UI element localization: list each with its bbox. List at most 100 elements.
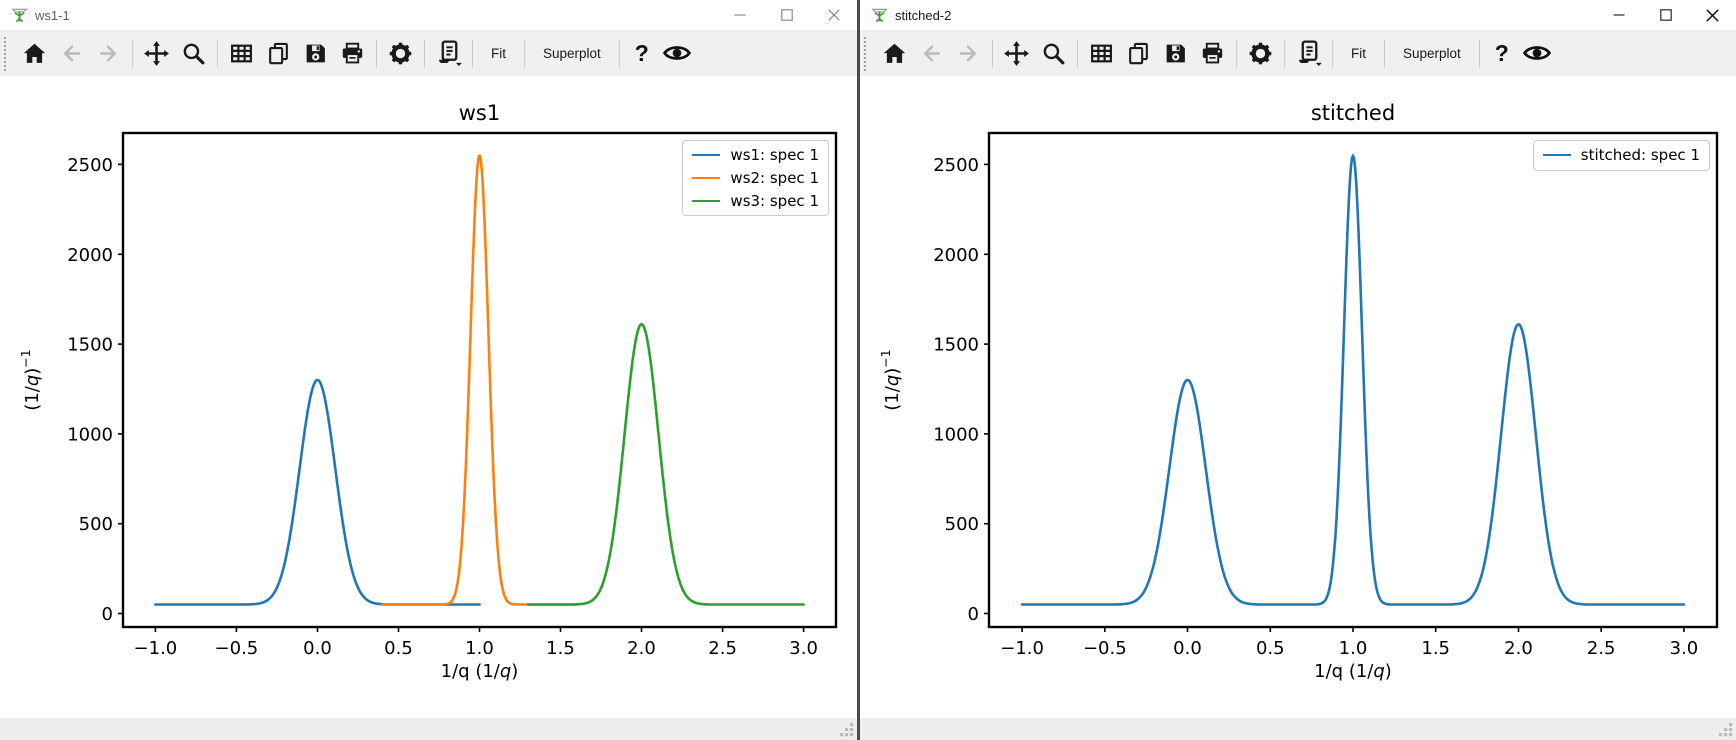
grid-button[interactable] [1083,34,1120,72]
plot-legend[interactable]: stitched: spec 1 [1532,140,1710,171]
save-button[interactable] [297,34,334,72]
toolbar-drag-handle[interactable] [862,35,868,71]
print-button[interactable] [1194,34,1231,72]
forward-button[interactable] [950,34,987,72]
save-button[interactable] [1157,34,1194,72]
back-button[interactable] [53,34,90,72]
copy-button[interactable] [1120,34,1157,72]
script-icon [1295,39,1323,67]
superplot-button[interactable]: Superplot [530,34,614,72]
generate-script-button[interactable] [1290,34,1327,72]
x-tick-label: 0.5 [1256,638,1285,659]
magnifier-icon [181,41,206,66]
close-button[interactable] [810,0,857,30]
y-tick-label: 1000 [933,424,979,445]
legend-entry: ws1: spec 1 [692,146,819,165]
x-tick-label: 0.0 [1173,638,1202,659]
x-tick-label: 0.0 [303,638,332,659]
curve-ws1 [154,378,481,606]
help-button[interactable]: ? [625,34,659,72]
toolbar-separator [1332,39,1333,67]
toolbar-separator [1236,39,1237,67]
copy-icon [1126,41,1151,66]
window-title: stitched-2 [895,7,952,23]
minimize-button[interactable] [1595,0,1642,30]
customize-button[interactable] [1242,34,1279,72]
back-button[interactable] [913,34,950,72]
legend-line-sample [692,177,721,180]
forward-button[interactable] [90,34,127,72]
x-tick-label: 1.5 [1421,638,1450,659]
window-title: ws1-1 [35,7,70,23]
floppy-disk-icon [303,41,328,66]
minimize-button[interactable] [716,0,763,30]
pan-button[interactable] [998,34,1035,72]
close-button[interactable] [1689,0,1736,30]
home-button[interactable] [16,34,53,72]
plot-window-ws1: ws1-1 Fit Superplot? ws1 −1.0 −0.5 0.0 0.5 1.0… [0,0,857,740]
x-tick-label: −1.0 [134,638,178,659]
x-tick-label: 1.0 [465,638,494,659]
curve-stitched [1020,154,1686,606]
plot-canvas[interactable]: ws1 −1.0 −0.5 0.0 0.5 1.0 1.5 2.0 2.5 3.0 0 500 1000… [0,76,857,718]
legend-label: ws2: spec 1 [730,168,819,187]
arrow-right-icon [96,41,121,66]
pan-button[interactable] [138,34,175,72]
figure-svg: ws1 −1.0 −0.5 0.0 0.5 1.0 1.5 2.0 2.5 3.0 0 500 1000… [18,101,838,682]
maximize-button[interactable] [1642,0,1689,30]
x-tick-label: 3.0 [1670,638,1699,659]
printer-icon [340,41,365,66]
curve-ws3 [526,323,805,606]
resize-grip-icon[interactable] [1719,723,1733,737]
print-button[interactable] [334,34,371,72]
plot-legend[interactable]: ws1: spec 1 ws2: spec 1 ws3: spec 1 [682,140,829,217]
legend-entry: ws3: spec 1 [692,192,819,211]
titlebar[interactable]: stitched-2 [860,0,1736,30]
pan-arrows-icon [1003,40,1030,67]
figure-toolbar: Fit Superplot? [0,30,857,76]
statusbar [860,718,1736,740]
superplot-button[interactable]: Superplot [1390,34,1474,72]
toolbar-drag-handle[interactable] [2,35,8,71]
statusbar [0,718,857,740]
copy-button[interactable] [260,34,297,72]
x-axis-label: 1/q (1/q) [441,661,519,682]
x-tick-label: 2.0 [1504,638,1533,659]
toggle-legend-button[interactable] [659,34,696,72]
legend-entry: ws2: spec 1 [692,169,819,188]
fit-button[interactable]: Fit [1338,34,1379,72]
arrow-left-icon [919,41,944,66]
toggle-legend-button[interactable] [1519,34,1556,72]
grid-icon [229,41,254,66]
help-button[interactable]: ? [1485,34,1519,72]
plot-title: stitched [1311,101,1395,125]
x-tick-label: 2.5 [1587,638,1616,659]
customize-button[interactable] [382,34,419,72]
grid-icon [1089,41,1114,66]
y-tick-label: 500 [79,514,113,535]
eye-icon [1523,43,1552,63]
window-divider [857,0,860,740]
y-tick-label: 0 [102,604,113,625]
copy-icon [266,41,291,66]
magnifier-icon [1041,41,1066,66]
figure-svg: stitched −1.0 −0.5 0.0 0.5 1.0 1.5 2.0 2.5 3.0 0 50… [878,101,1719,682]
resize-grip-icon[interactable] [840,723,854,737]
legend-label: ws1: spec 1 [730,146,819,164]
home-button[interactable] [876,34,913,72]
fit-button[interactable]: Fit [478,34,519,72]
x-tick-label: 0.5 [384,638,413,659]
titlebar[interactable]: ws1-1 [0,0,857,30]
mantid-logo-icon [871,7,888,24]
generate-script-button[interactable] [430,34,467,72]
zoom-button[interactable] [175,34,212,72]
toolbar-separator [1077,39,1078,67]
maximize-button[interactable] [763,0,810,30]
home-icon [22,41,47,66]
plot-canvas[interactable]: stitched −1.0 −0.5 0.0 0.5 1.0 1.5 2.0 2.5 3.0 0 50… [860,76,1736,718]
toolbar-separator [424,39,425,67]
pan-arrows-icon [143,40,170,67]
x-tick-label: 2.5 [708,638,737,659]
grid-button[interactable] [223,34,260,72]
zoom-button[interactable] [1035,34,1072,72]
